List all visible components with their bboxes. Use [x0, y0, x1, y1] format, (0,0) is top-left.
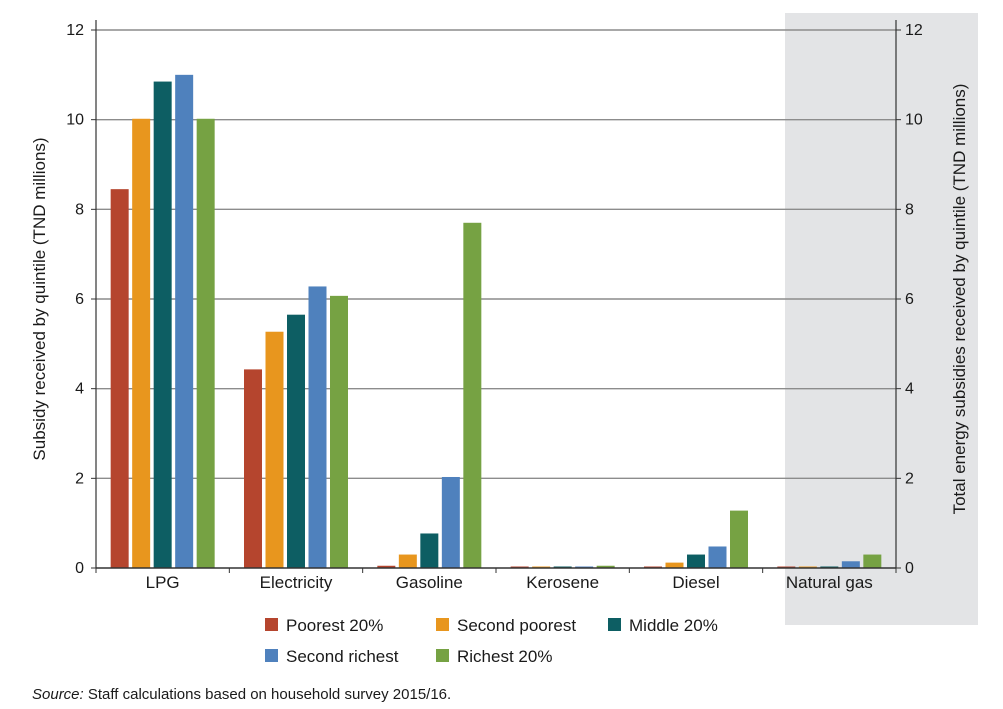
bar [330, 295, 348, 568]
y-tick-label: 6 [75, 291, 84, 308]
bar [244, 369, 262, 568]
legend-label: Second richest [286, 647, 399, 666]
x-category-label: Electricity [260, 573, 333, 592]
y2-tick-label: 10 [905, 112, 923, 129]
bar [730, 510, 748, 568]
bar [820, 566, 839, 568]
y2-tick-label: 2 [905, 470, 914, 487]
bar [687, 554, 705, 568]
x-category-label: LPG [146, 573, 180, 592]
y-tick-label: 2 [75, 470, 84, 487]
y2-tick-label: 4 [905, 381, 914, 398]
bar [644, 566, 662, 568]
legend-label: Poorest 20% [286, 616, 383, 635]
bar [175, 74, 194, 568]
bar [398, 554, 417, 568]
bar [777, 566, 796, 568]
y-tick-label: 0 [75, 560, 84, 577]
bar [132, 118, 151, 569]
y2-tick-label: 12 [905, 22, 923, 39]
x-category-label: Gasoline [396, 573, 463, 592]
legend-label: Richest 20% [457, 647, 552, 666]
y-tick-label: 4 [75, 381, 84, 398]
source-text: Staff calculations based on household su… [83, 686, 452, 703]
bar [532, 566, 551, 568]
bar [110, 189, 129, 569]
y2-tick-label: 8 [905, 201, 914, 218]
highlight-band [785, 13, 978, 625]
legend-swatch [608, 618, 621, 631]
bar [420, 533, 439, 568]
bar [308, 286, 327, 568]
legend-swatch [436, 618, 449, 631]
bar [798, 566, 817, 568]
y-tick-label: 12 [66, 22, 84, 39]
bar [665, 562, 684, 568]
bar [510, 566, 529, 568]
bar [708, 546, 727, 568]
source-label: Source: [32, 686, 84, 703]
x-category-label: Diesel [672, 573, 719, 592]
legend-label: Middle 20% [629, 616, 718, 635]
y-tick-label: 8 [75, 201, 84, 218]
legend-swatch [265, 618, 278, 631]
bar [153, 81, 172, 568]
bar [287, 314, 305, 568]
bar [265, 331, 284, 568]
y-tick-label: 10 [66, 112, 84, 129]
x-category-label: Natural gas [786, 573, 873, 592]
bar [553, 566, 572, 568]
bar [377, 565, 396, 568]
y2-axis-title: Total energy subsidies received by quint… [950, 84, 969, 515]
bar [863, 554, 882, 568]
bar [463, 222, 482, 569]
bar [441, 476, 460, 568]
bar [196, 118, 215, 569]
x-category-label: Kerosene [526, 573, 599, 592]
bar [596, 565, 615, 568]
legend-label: Second poorest [457, 616, 576, 635]
bar [575, 566, 594, 568]
source-note: Source: Staff calculations based on hous… [32, 686, 451, 703]
y2-tick-label: 6 [905, 291, 914, 308]
y-axis-title: Subsidy received by quintile (TND millio… [30, 137, 49, 460]
legend-swatch [265, 649, 278, 662]
legend-swatch [436, 649, 449, 662]
bar [841, 561, 860, 568]
y2-tick-label: 0 [905, 560, 914, 577]
